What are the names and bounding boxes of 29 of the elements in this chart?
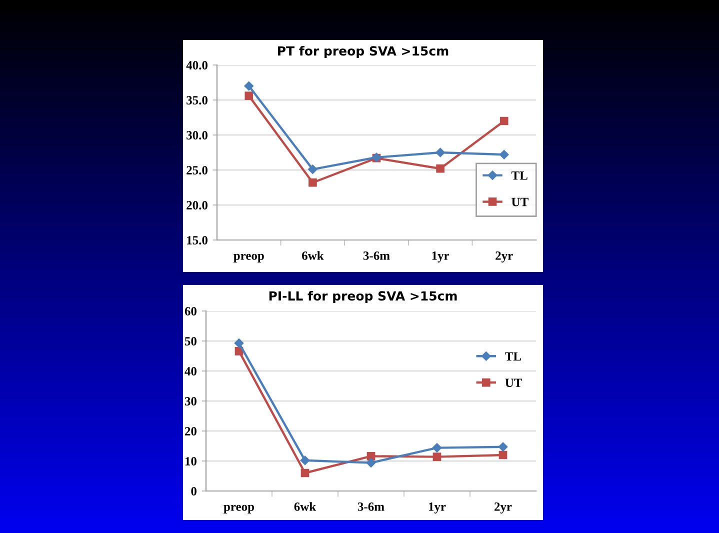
y-tick-label: 30	[184, 397, 196, 406]
y-tick-label: 15.0	[187, 236, 208, 245]
y-tick-label: 50	[184, 337, 196, 346]
y-tick-label: 30.0	[186, 131, 208, 140]
x-tick-label: preop	[224, 504, 254, 514]
x-tick-label: 3-6m	[358, 502, 384, 511]
x-tick-label: preop	[234, 254, 264, 262]
x-tick-label: 1yr	[432, 252, 450, 262]
y-tick-label: 25.0	[186, 166, 208, 175]
y-tick-label: 20.0	[186, 201, 208, 210]
y-tick-label: 60	[184, 307, 196, 316]
x-tick-label: 6wk	[294, 502, 316, 511]
x-tick-label: 1yr	[428, 502, 446, 514]
y-tick-label: 10	[185, 457, 196, 466]
x-tick-label: 2yr	[494, 502, 512, 514]
legend-label: TL	[511, 171, 528, 180]
y-tick-label: 40.0	[186, 61, 208, 70]
x-tick-label: 6wk	[302, 251, 324, 260]
x-tick-label: 2yr	[496, 251, 513, 262]
y-tick-label: 40	[184, 367, 196, 376]
y-tick-label: 20	[185, 427, 196, 436]
legend-label: TL	[505, 352, 522, 360]
x-tick-label: 3-6m	[363, 252, 390, 260]
legend-label: UT	[505, 378, 522, 388]
legend-label: UT	[512, 198, 528, 206]
chart-title: PT for preop SVA >15cm	[278, 46, 448, 58]
y-tick-label: 0	[191, 487, 196, 496]
y-tick-label: 35.0	[186, 96, 208, 105]
chart-title: PI-LL for preop SVA >15cm	[269, 290, 457, 304]
